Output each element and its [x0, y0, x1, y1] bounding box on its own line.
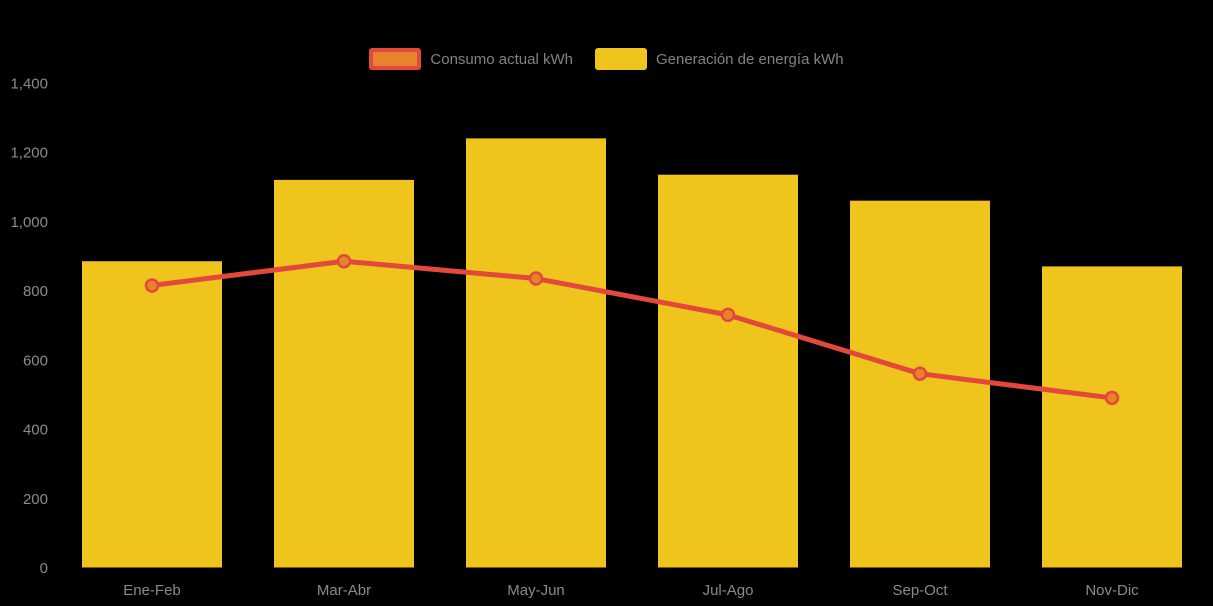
bar-ene-feb[interactable] — [82, 261, 222, 568]
y-axis-tick-label: 0 — [40, 560, 48, 577]
y-axis-tick-label: 800 — [23, 283, 48, 300]
y-axis-tick-label: 600 — [23, 352, 48, 369]
x-axis-label-sep-oct: Sep-Oct — [892, 582, 948, 599]
bar-sep-oct[interactable] — [850, 200, 990, 568]
chart-legend: Consumo actual kWh Generación de energía… — [0, 48, 1213, 70]
bar-may-jun[interactable] — [466, 138, 606, 568]
generacion-bar-swatch — [594, 48, 647, 70]
consumo-point-may-jun[interactable] — [528, 271, 544, 286]
legend-item-consumo[interactable]: Consumo actual kWh — [369, 48, 573, 70]
x-axis-label-may-jun: May-Jun — [507, 582, 565, 599]
bar-mar-abr[interactable] — [274, 179, 414, 568]
y-axis-tick-label: 1,200 — [10, 145, 48, 162]
consumo-point-mar-abr[interactable] — [336, 253, 352, 269]
consumo-line — [149, 258, 1115, 401]
x-axis-label-ene-feb: Ene-Feb — [123, 582, 181, 599]
y-axis-tick-label: 400 — [23, 422, 48, 439]
consumo-point-ene-feb[interactable] — [144, 278, 160, 293]
consumo-point-nov-dic[interactable] — [1104, 390, 1120, 406]
legend-label-consumo: Consumo actual kWh — [430, 50, 573, 68]
x-axis-label-jul-ago: Jul-Ago — [703, 582, 754, 599]
y-axis-tick-label: 1,000 — [10, 214, 48, 231]
legend-item-generacion[interactable]: Generación de energía kWh — [594, 48, 844, 70]
x-axis-label-mar-abr: Mar-Abr — [317, 582, 371, 599]
bar-jul-ago[interactable] — [658, 174, 798, 568]
consumo-line-swatch — [369, 48, 422, 70]
y-axis-tick-label: 200 — [23, 491, 48, 508]
y-axis-tick-label: 1,400 — [10, 76, 48, 93]
consumo-point-sep-oct[interactable] — [912, 366, 928, 381]
x-axis-label-nov-dic: Nov-Dic — [1085, 582, 1139, 599]
consumo-point-jul-ago[interactable] — [720, 307, 736, 323]
bar-nov-dic[interactable] — [1042, 266, 1182, 568]
legend-label-generacion: Generación de energía kWh — [655, 50, 844, 68]
